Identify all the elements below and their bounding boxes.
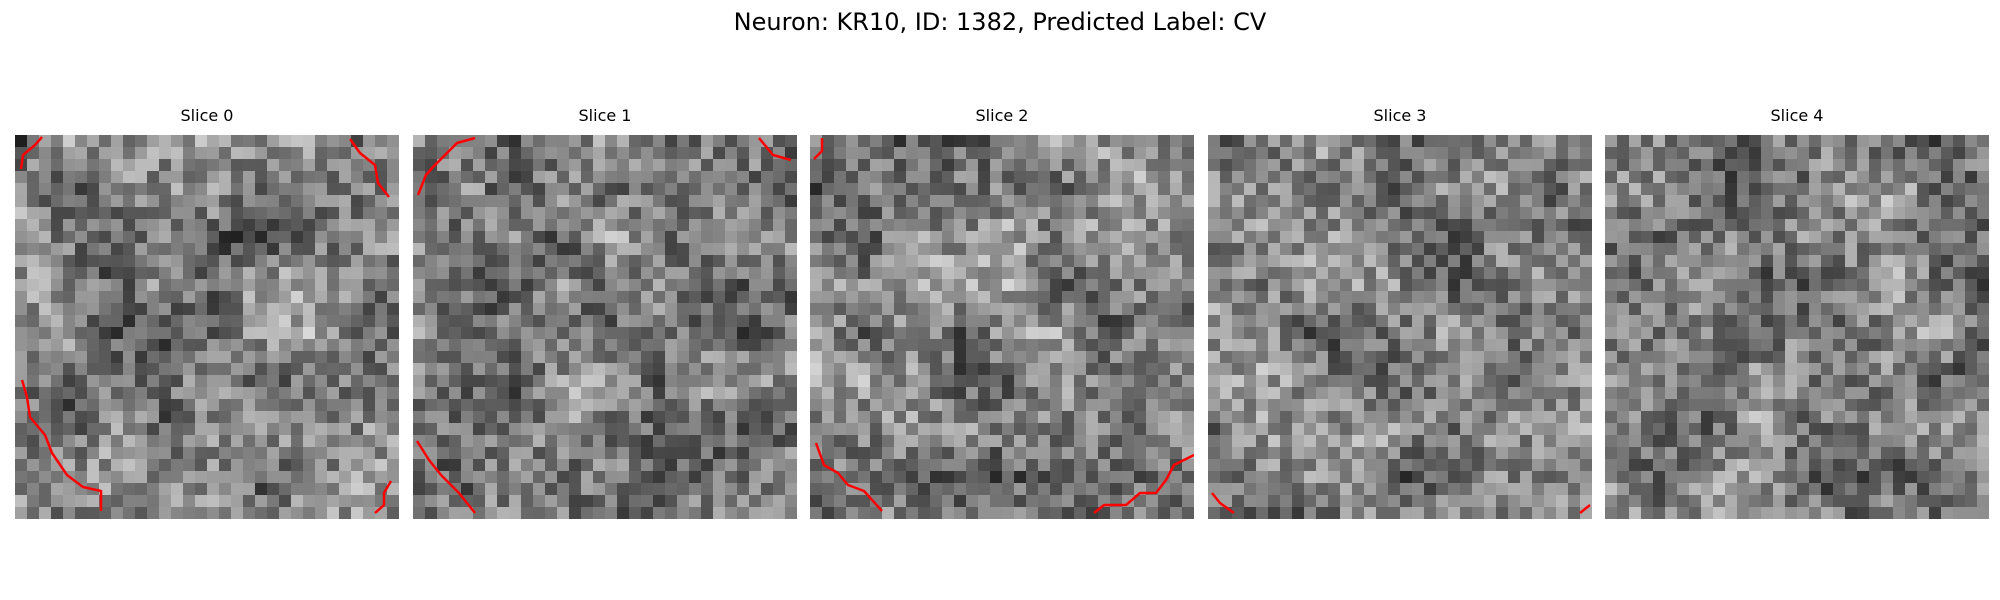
roi-contour [20,379,103,511]
contour-overlay-2 [813,138,1194,514]
slice-panel-1: Slice 1 [413,106,797,519]
contour-overlay-0 [19,136,393,514]
roi-contour [1579,504,1591,514]
pixel-grid-4 [1605,135,1989,519]
slice-image-1 [413,135,797,519]
slice-image-0 [15,135,399,519]
pixel-grid-1 [413,135,797,519]
roi-contour [813,138,824,160]
roi-contour [1211,492,1235,515]
figure-title: Neuron: KR10, ID: 1382, Predicted Label:… [733,8,1267,36]
slice-title-4: Slice 4 [1770,106,1824,125]
roi-contour [1093,453,1194,514]
roi-contour [19,136,43,170]
pixel-grid-0 [15,135,399,519]
slice-panel-4: Slice 4 [1605,106,1989,519]
contour-overlay-1 [415,136,792,514]
pixel-grid-3 [1208,135,1592,519]
slice-panel-2: Slice 2 [810,106,1194,519]
roi-contour [758,137,792,162]
roi-contour [416,136,476,196]
slice-panel-3: Slice 3 [1208,106,1592,519]
slice-image-2 [810,135,1194,519]
pixel-grid-2 [810,135,1194,519]
slice-title-3: Slice 3 [1373,106,1427,125]
slice-panel-0: Slice 0 [15,106,399,519]
slice-title-1: Slice 1 [578,106,632,125]
roi-contour [415,440,476,514]
roi-contour [348,138,390,198]
slice-title-2: Slice 2 [975,106,1029,125]
roi-contour [374,480,393,514]
roi-contour [814,442,883,512]
slice-image-4 [1605,135,1989,519]
slice-title-0: Slice 0 [180,106,234,125]
contour-overlay-3 [1211,492,1591,515]
slice-image-3 [1208,135,1592,519]
